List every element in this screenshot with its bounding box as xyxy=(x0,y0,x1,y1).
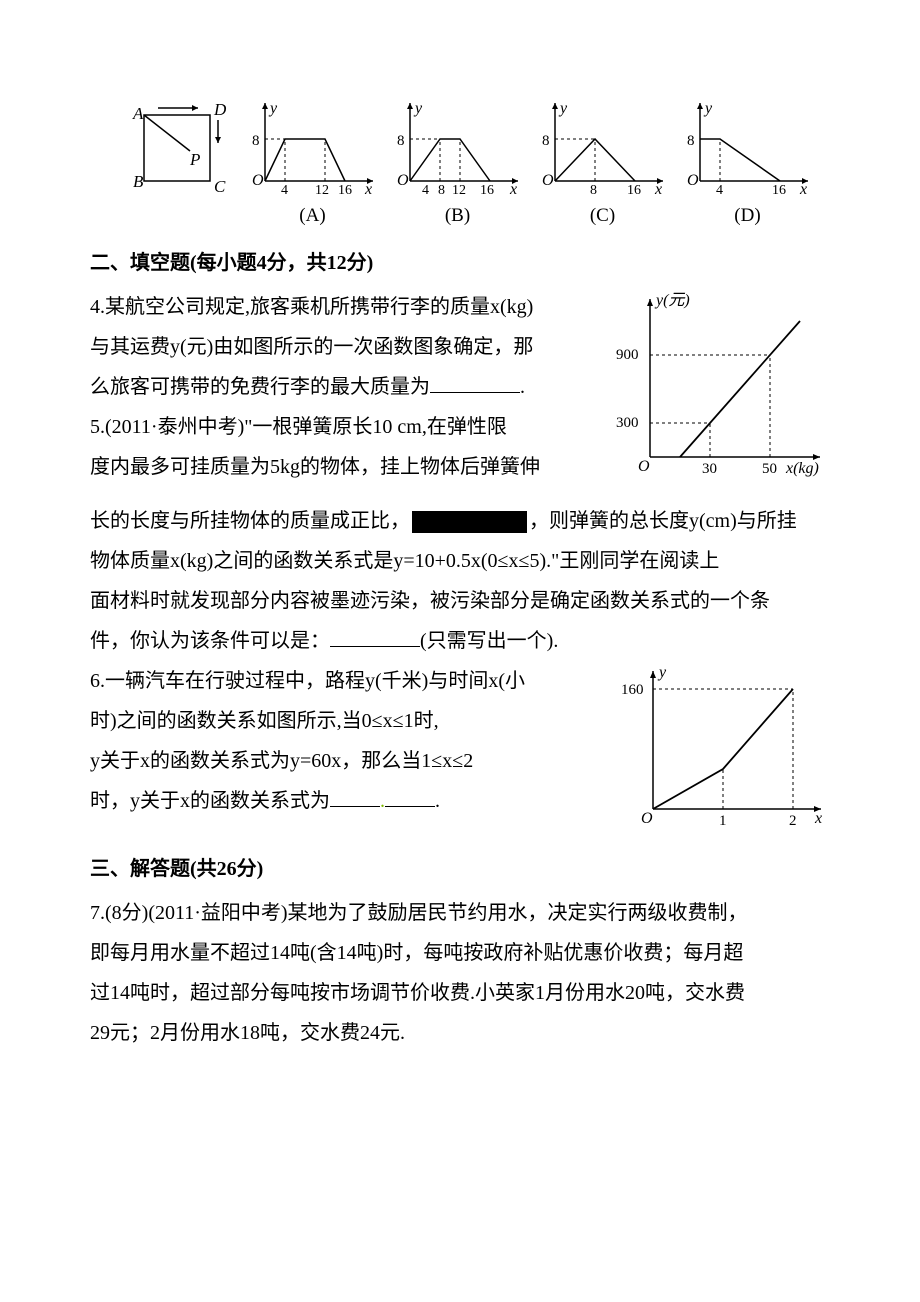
q4-line3: 么旅客可携带的免费行李的最大质量为. xyxy=(90,367,598,407)
svg-text:8: 8 xyxy=(590,183,597,195)
q7-line3: 过14吨时，超过部分每吨按市场调节价收费.小英家1月份用水20吨，交水费 xyxy=(90,973,830,1013)
svg-text:300: 300 xyxy=(616,415,639,431)
svg-text:2: 2 xyxy=(789,813,797,829)
svg-text:x: x xyxy=(364,181,372,195)
q6-line1: 6.一辆汽车在行驶过程中，路程y(千米)与时间x(小 xyxy=(90,661,603,701)
svg-text:y: y xyxy=(657,664,667,681)
q4-line2: 与其运费y(元)由如图所示的一次函数图象确定，那 xyxy=(90,327,598,367)
choice-A: O y x 8 4 12 16 (A) xyxy=(245,95,380,235)
q5-line4: 物体质量x(kg)之间的函数关系式是y=10+0.5x(0≤x≤5)."王刚同学… xyxy=(90,541,830,581)
svg-text:O: O xyxy=(252,172,264,189)
svg-text:4: 4 xyxy=(422,183,429,195)
lbl-D: D xyxy=(213,100,227,119)
svg-text:y: y xyxy=(268,100,278,117)
svg-text:50: 50 xyxy=(762,461,777,477)
q7-line2: 即每月用水量不超过14吨(含14吨)时，每吨按政府补贴优惠价收费；每月超 xyxy=(90,933,830,973)
q6-line4b: . xyxy=(435,790,440,812)
svg-text:8: 8 xyxy=(397,133,405,149)
q5-blank xyxy=(330,624,420,647)
svg-text:8: 8 xyxy=(252,133,260,149)
q4-line1: 4.某航空公司规定,旅客乘机所携带行李的质量x(kg) xyxy=(90,287,598,327)
q4-line3b: . xyxy=(520,376,525,398)
choice-C: O y x 8 8 16 (C) xyxy=(535,95,670,235)
choice-B-label: (B) xyxy=(445,197,470,235)
q7-line1: 7.(8分)(2011·益阳中考)某地为了鼓励居民节约用水，决定实行两级收费制， xyxy=(90,893,830,933)
q6-line3: y关于x的函数关系式为y=60x，那么当1≤x≤2 xyxy=(90,741,603,781)
lbl-P: P xyxy=(189,150,200,169)
q5-line3b: ，则弹簧的总长度y(cm)与所挂 xyxy=(529,510,797,532)
svg-text:x: x xyxy=(654,181,662,195)
q6-line2: 时)之间的函数关系如图所示,当0≤x≤1时, xyxy=(90,701,603,741)
svg-text:16: 16 xyxy=(480,183,494,195)
svg-text:y: y xyxy=(413,100,423,117)
svg-text:O: O xyxy=(687,172,699,189)
q7-line4: 29元；2月份用水18吨，交水费24元. xyxy=(90,1013,830,1053)
q6-block: 6.一辆汽车在行驶过程中，路程y(千米)与时间x(小 时)之间的函数关系如图所示… xyxy=(90,661,830,845)
choice-D: O y x 8 4 16 (D) xyxy=(680,95,815,235)
svg-text:1: 1 xyxy=(719,813,727,829)
svg-text:x: x xyxy=(799,181,807,195)
svg-text:8: 8 xyxy=(687,133,695,149)
ink-blot xyxy=(412,511,527,533)
q5-line6b: (只需写出一个). xyxy=(420,630,558,652)
svg-text:O: O xyxy=(638,458,650,475)
svg-text:y: y xyxy=(558,100,568,117)
svg-text:30: 30 xyxy=(702,461,717,477)
q6-line4a: 时，y关于x的函数关系式为 xyxy=(90,790,330,812)
q4-line3a: 么旅客可携带的免费行李的最大质量为 xyxy=(90,376,430,398)
svg-text:4: 4 xyxy=(716,183,723,195)
q4-blank xyxy=(430,370,520,393)
svg-text:160: 160 xyxy=(621,682,644,698)
lbl-C: C xyxy=(214,177,226,196)
svg-text:O: O xyxy=(641,810,653,827)
square-diagram: A B C D P xyxy=(120,95,235,235)
q6-graph: y O x 160 1 2 xyxy=(615,661,830,845)
svg-text:O: O xyxy=(542,172,554,189)
q4-block: 4.某航空公司规定,旅客乘机所携带行李的质量x(kg) 与其运费y(元)由如图所… xyxy=(90,287,830,501)
lbl-A: A xyxy=(132,104,144,123)
lbl-B: B xyxy=(133,172,144,191)
q3-choice-graphs: A B C D P O y x 8 4 12 16 (A) xyxy=(120,95,830,235)
q6-blank2 xyxy=(385,784,435,807)
choice-D-label: (D) xyxy=(734,197,760,235)
q6-blank1 xyxy=(330,784,380,807)
q5-line2: 度内最多可挂质量为5kg的物体，挂上物体后弹簧伸 xyxy=(90,447,598,487)
q5-line1: 5.(2011·泰州中考)"一根弹簧原长10 cm,在弹性限 xyxy=(90,407,598,447)
svg-text:y(元): y(元) xyxy=(654,292,690,309)
q6-line4: 时，y关于x的函数关系式为.. xyxy=(90,781,603,821)
choice-A-label: (A) xyxy=(299,197,325,235)
q5-line5: 面材料时就发现部分内容被墨迹污染，被污染部分是确定函数关系式的一个条 xyxy=(90,581,830,621)
svg-text:x(kg): x(kg) xyxy=(785,460,819,477)
svg-text:O: O xyxy=(397,172,409,189)
q5-line3a: 长的长度与所挂物体的质量成正比， xyxy=(90,510,410,532)
svg-text:x: x xyxy=(509,181,517,195)
svg-text:900: 900 xyxy=(616,347,639,363)
q5-line6a: 件，你认为该条件可以是： xyxy=(90,630,330,652)
svg-text:y: y xyxy=(703,100,713,117)
svg-text:8: 8 xyxy=(542,133,550,149)
svg-text:12: 12 xyxy=(315,183,329,195)
svg-text:8: 8 xyxy=(438,183,445,195)
section2-header: 二、填空题(每小题4分，共12分) xyxy=(90,243,830,283)
svg-text:16: 16 xyxy=(627,183,641,195)
svg-text:12: 12 xyxy=(452,183,466,195)
q5-line6: 件，你认为该条件可以是： (只需写出一个). xyxy=(90,621,830,661)
q4-graph: y(元) O x(kg) 300 900 30 50 xyxy=(610,287,830,501)
section3-header: 三、解答题(共26分) xyxy=(90,849,830,889)
svg-text:16: 16 xyxy=(338,183,352,195)
choice-B: O y x 8 4 8 12 16 (B) xyxy=(390,95,525,235)
choice-C-label: (C) xyxy=(590,197,615,235)
svg-text:4: 4 xyxy=(281,183,288,195)
svg-text:x: x xyxy=(814,810,822,827)
q5-line3: 长的长度与所挂物体的质量成正比， ，则弹簧的总长度y(cm)与所挂 xyxy=(90,501,830,541)
svg-text:16: 16 xyxy=(772,183,786,195)
